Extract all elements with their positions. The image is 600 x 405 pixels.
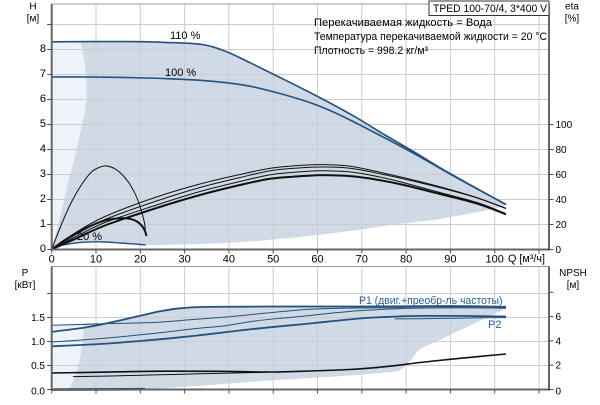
- svg-text:P: P: [22, 268, 29, 279]
- svg-text:60: 60: [311, 254, 323, 266]
- svg-text:P2: P2: [488, 319, 501, 331]
- svg-text:100 %: 100 %: [165, 67, 196, 79]
- svg-text:0: 0: [49, 254, 55, 266]
- svg-text:[кВт]: [кВт]: [15, 280, 36, 291]
- svg-text:90: 90: [444, 254, 456, 266]
- svg-text:100: 100: [556, 120, 573, 131]
- svg-text:3: 3: [40, 168, 46, 180]
- svg-text:40: 40: [556, 195, 568, 206]
- svg-text:70: 70: [356, 254, 368, 266]
- svg-text:6: 6: [40, 93, 46, 105]
- svg-text:[м]: [м]: [27, 14, 40, 25]
- svg-text:5: 5: [40, 118, 46, 130]
- svg-text:40: 40: [223, 254, 235, 266]
- svg-text:0: 0: [556, 387, 562, 398]
- svg-text:20: 20: [134, 254, 146, 266]
- svg-text:30: 30: [178, 254, 190, 266]
- svg-text:0: 0: [40, 243, 46, 255]
- svg-text:60: 60: [556, 170, 568, 181]
- svg-text:Q [м³/ч]: Q [м³/ч]: [508, 253, 545, 265]
- svg-text:110 %: 110 %: [170, 30, 201, 42]
- svg-text:1: 1: [40, 218, 46, 230]
- svg-text:6: 6: [556, 312, 562, 323]
- svg-text:50: 50: [267, 254, 279, 266]
- svg-text:20 %: 20 %: [77, 231, 102, 243]
- svg-text:80: 80: [400, 254, 412, 266]
- svg-text:7: 7: [40, 68, 46, 80]
- svg-text:20: 20: [556, 220, 568, 231]
- svg-text:2: 2: [40, 193, 46, 205]
- svg-text:100: 100: [486, 254, 504, 266]
- svg-text:eta: eta: [565, 2, 579, 13]
- svg-text:0.0: 0.0: [31, 387, 45, 398]
- svg-text:4: 4: [556, 336, 562, 347]
- svg-text:TPED 100-70/4, 3*400 V: TPED 100-70/4, 3*400 V: [433, 3, 548, 15]
- svg-text:[%]: [%]: [565, 14, 580, 25]
- svg-text:8: 8: [40, 43, 46, 55]
- svg-text:Температура перекачиваемой жид: Температура перекачиваемой жидкости = 20…: [314, 31, 547, 43]
- svg-text:2: 2: [556, 361, 562, 372]
- svg-text:NPSH: NPSH: [559, 268, 587, 279]
- svg-text:4: 4: [40, 143, 46, 155]
- svg-text:H: H: [29, 2, 36, 13]
- svg-text:[м]: [м]: [567, 280, 580, 291]
- svg-text:P1 (двиг.+преобр-ль частоты): P1 (двиг.+преобр-ль частоты): [359, 295, 503, 307]
- svg-text:80: 80: [556, 145, 568, 156]
- svg-text:1.5: 1.5: [31, 313, 45, 324]
- svg-text:0.5: 0.5: [31, 361, 45, 372]
- svg-text:1.0: 1.0: [31, 337, 45, 348]
- svg-text:Плотность = 998.2 кг/м³: Плотность = 998.2 кг/м³: [314, 45, 428, 57]
- svg-text:Перекачиваемая жидкость = Вода: Перекачиваемая жидкость = Вода: [314, 17, 493, 29]
- svg-text:10: 10: [90, 254, 102, 266]
- svg-text:0: 0: [556, 245, 562, 256]
